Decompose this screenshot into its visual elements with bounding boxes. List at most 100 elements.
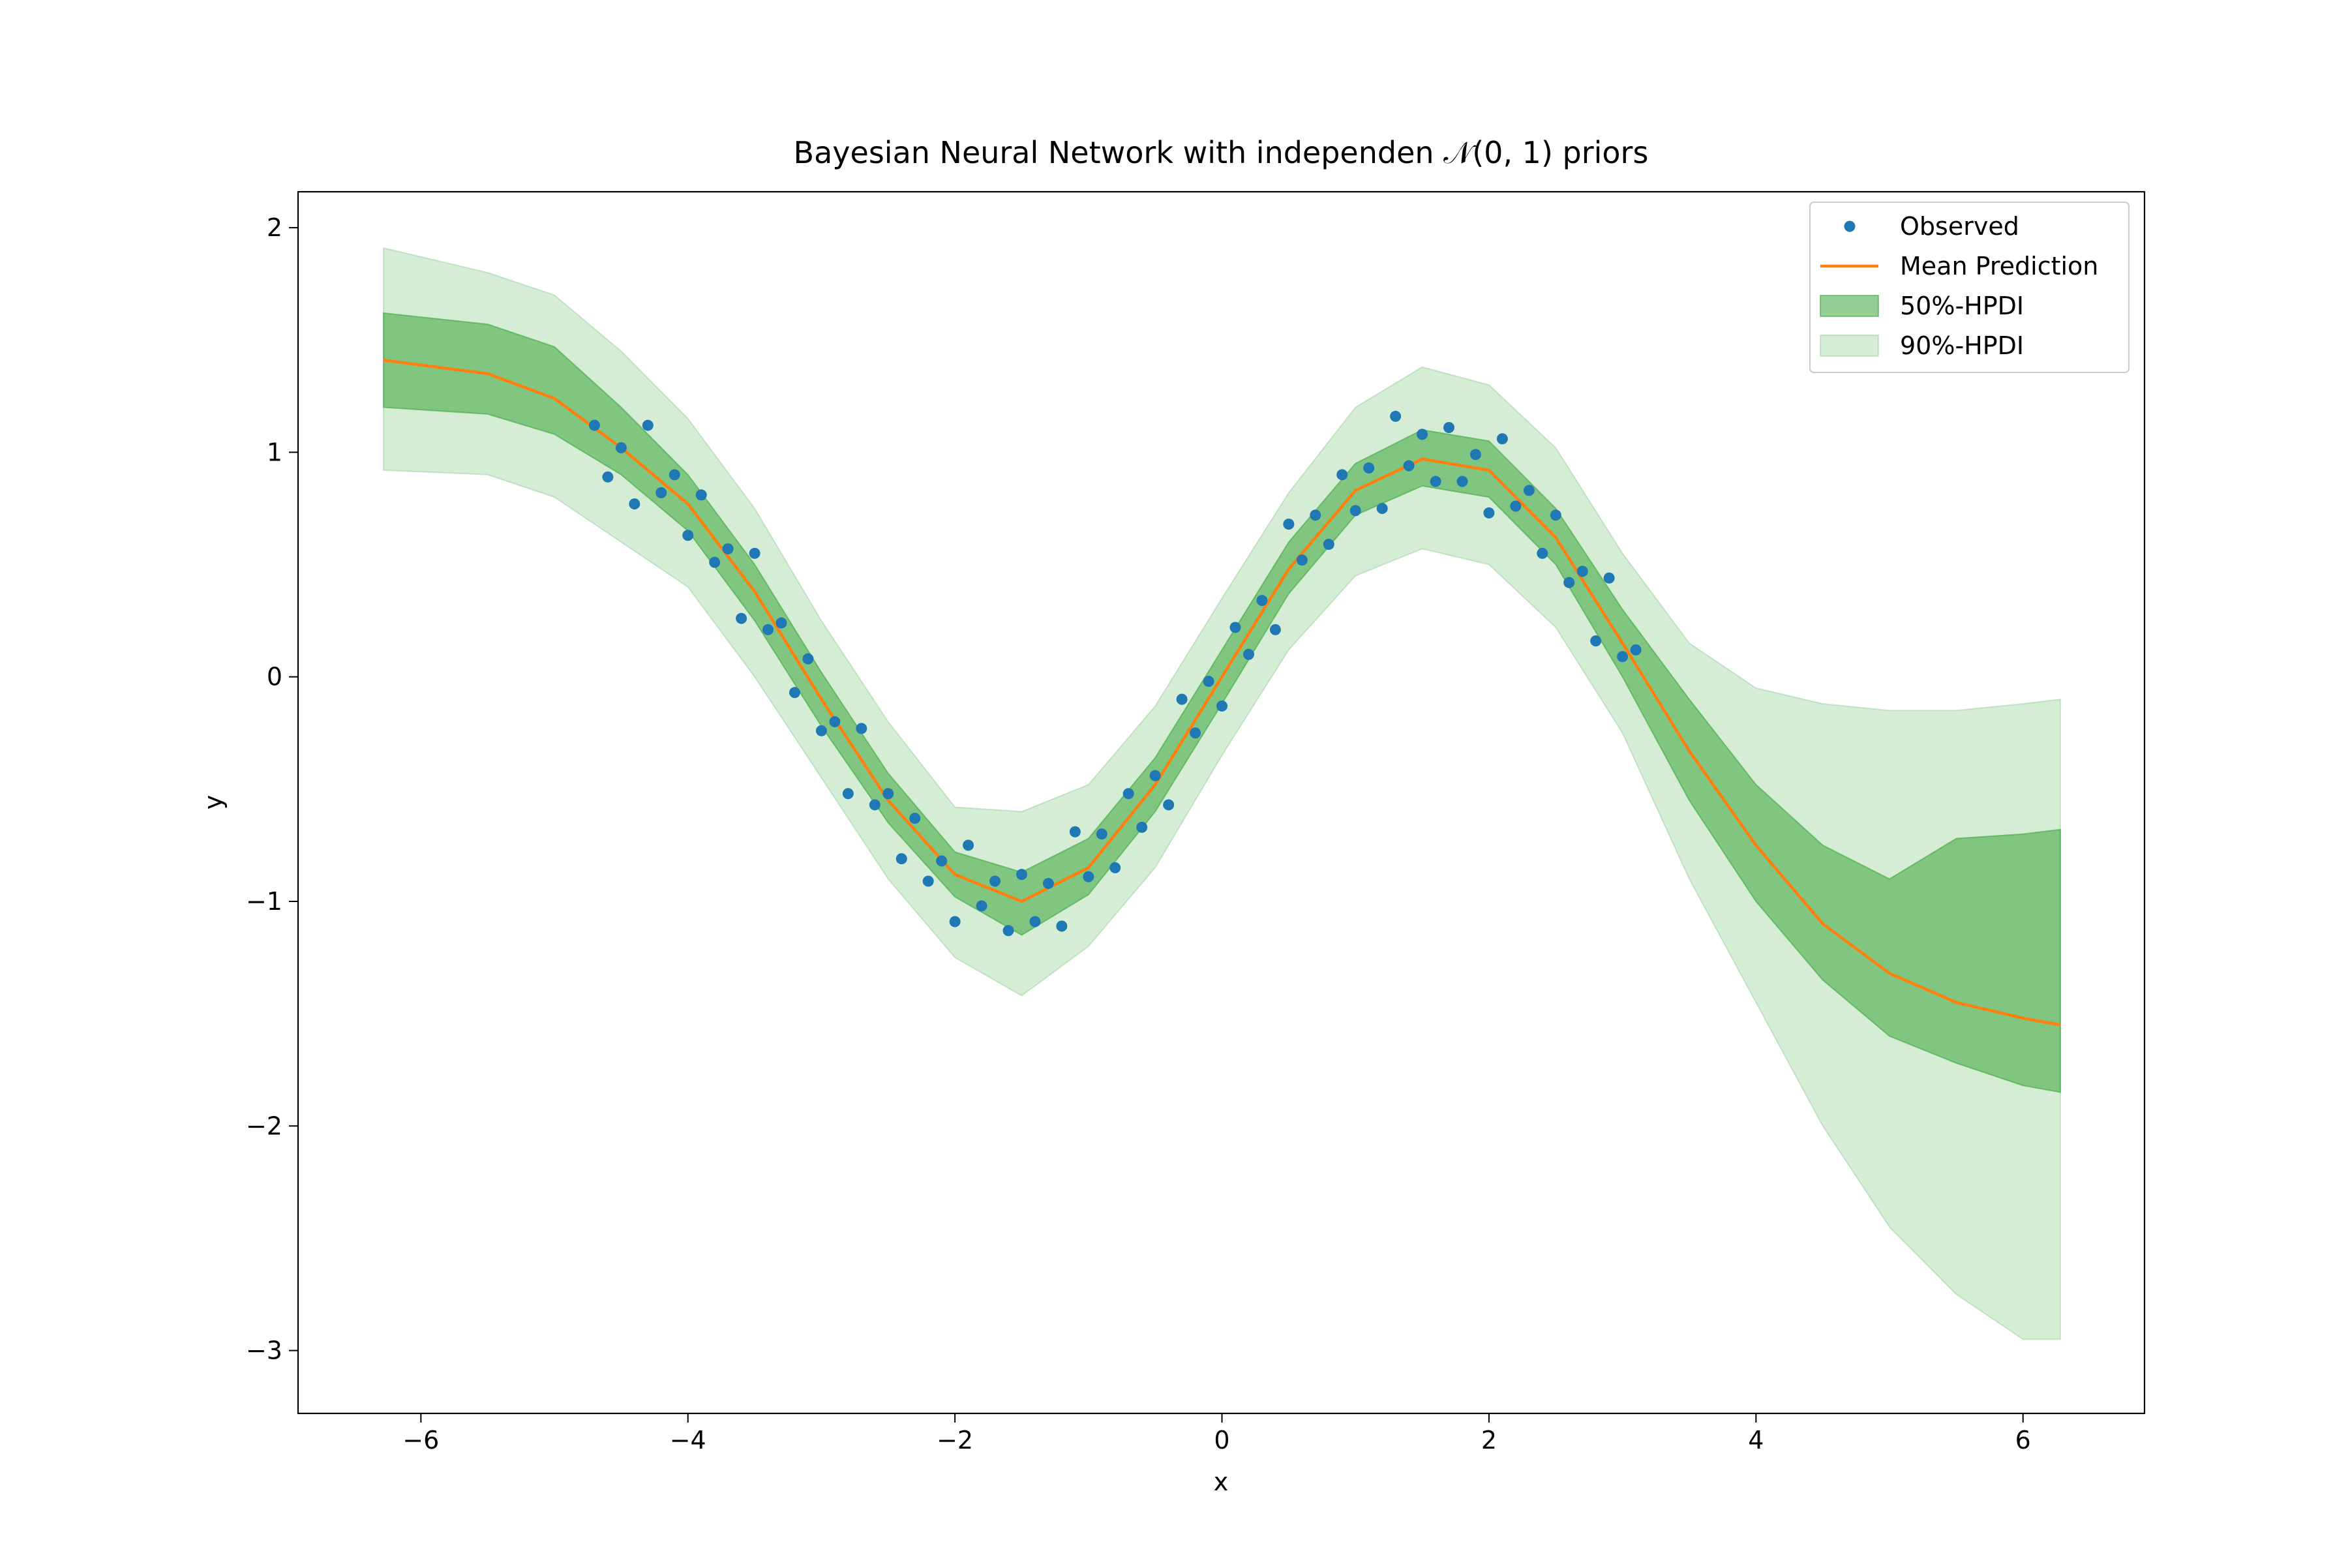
observed-point xyxy=(775,617,787,629)
observed-point xyxy=(976,900,987,912)
y-tick-label: −1 xyxy=(246,887,282,916)
observed-point xyxy=(1403,460,1415,472)
observed-point xyxy=(1203,676,1214,687)
observed-point xyxy=(963,839,974,851)
observed-point xyxy=(1417,429,1428,440)
observed-point xyxy=(789,687,800,699)
observed-point xyxy=(1256,595,1268,607)
observed-point xyxy=(749,547,760,559)
observed-point xyxy=(1483,507,1495,519)
legend-label: Observed xyxy=(1900,212,2019,241)
observed-point xyxy=(815,725,827,736)
observed-point xyxy=(882,788,894,800)
observed-point xyxy=(1163,799,1175,811)
observed-point xyxy=(869,799,880,811)
observed-point xyxy=(1390,410,1402,422)
observed-point xyxy=(1323,539,1334,550)
observed-point xyxy=(1229,622,1241,633)
observed-point xyxy=(1296,554,1308,566)
observed-point xyxy=(1550,509,1561,521)
x-tick-label: −2 xyxy=(937,1426,973,1455)
y-tick-label: −2 xyxy=(246,1111,282,1140)
observed-point xyxy=(642,419,654,431)
observed-point xyxy=(1510,500,1522,512)
points xyxy=(588,410,1642,937)
observed-point xyxy=(1042,877,1054,889)
observed-point xyxy=(842,788,854,800)
observed-point xyxy=(989,875,1001,887)
axes: −6 −4 −2 0 2 4 6 −3 −2 −1 0 1 2 xyxy=(246,190,2146,1455)
observed-point xyxy=(1190,727,1201,739)
lines xyxy=(383,358,2061,1027)
observed-point xyxy=(1310,509,1321,521)
observed-point xyxy=(1016,869,1027,881)
observed-point xyxy=(629,498,640,510)
observed-point xyxy=(669,469,680,481)
x-tick-label: 4 xyxy=(1748,1426,1764,1455)
observed-point xyxy=(802,653,814,665)
observed-point xyxy=(1376,502,1388,514)
observed-point xyxy=(1363,462,1375,474)
observed-point xyxy=(949,916,961,927)
observed-point xyxy=(1456,475,1468,487)
chart-title: Bayesian Neural Network with independen … xyxy=(794,135,1649,170)
x-tick-label: 6 xyxy=(2015,1426,2031,1455)
observed-point xyxy=(1136,821,1148,833)
y-tick-label: 1 xyxy=(267,438,282,466)
observed-point xyxy=(1109,862,1121,873)
y-tick-label: 2 xyxy=(267,213,282,242)
y-tick-label: 0 xyxy=(267,663,282,691)
observed-point xyxy=(1617,651,1629,663)
observed-point xyxy=(1349,505,1361,517)
observed-point xyxy=(1283,519,1295,530)
observed-point xyxy=(1443,422,1455,434)
legend-label: Mean Prediction xyxy=(1900,252,2098,280)
observed-point xyxy=(1216,700,1228,712)
observed-point xyxy=(722,543,734,554)
x-tick-label: −4 xyxy=(670,1426,706,1455)
legend: Observed Mean Prediction 50%-HPDI 90%-HPDI xyxy=(1809,202,2130,373)
observed-point xyxy=(602,471,614,483)
observed-point xyxy=(1083,871,1094,882)
legend-box xyxy=(1809,202,2130,373)
observed-point xyxy=(1096,828,1107,840)
x-axis-label: x xyxy=(1214,1468,1229,1496)
x-tick-label: 2 xyxy=(1481,1426,1497,1455)
observed-point xyxy=(1242,648,1254,660)
observed-point xyxy=(1603,572,1615,584)
mean-line xyxy=(383,358,2061,1027)
x-tick-label: 0 xyxy=(1214,1426,1229,1455)
observed-point xyxy=(829,716,841,728)
observed-point xyxy=(1523,485,1535,496)
observed-point xyxy=(1029,916,1041,927)
observed-point xyxy=(856,723,867,734)
legend-label: 90%-HPDI xyxy=(1900,331,2024,360)
observed-point xyxy=(1269,624,1281,635)
observed-point xyxy=(1630,644,1642,656)
observed-point xyxy=(1002,925,1014,937)
legend-marker xyxy=(1820,335,1879,357)
observed-point xyxy=(1590,635,1602,647)
observed-point xyxy=(1537,547,1548,559)
observed-point xyxy=(588,419,600,431)
observed-point xyxy=(922,875,934,887)
observed-point xyxy=(762,624,774,635)
observed-point xyxy=(1430,475,1441,487)
observed-point xyxy=(655,487,667,498)
observed-point xyxy=(1056,920,1068,932)
observed-point xyxy=(1176,693,1188,705)
observed-point xyxy=(736,612,747,624)
observed-point xyxy=(1336,469,1348,481)
x-tick-label: −6 xyxy=(402,1426,439,1455)
observed-point xyxy=(1576,565,1588,577)
observed-point xyxy=(909,813,921,824)
observed-point xyxy=(1069,826,1081,837)
observed-point xyxy=(1122,788,1134,800)
observed-point xyxy=(1563,577,1575,588)
observed-point xyxy=(936,855,948,867)
legend-label: 50%-HPDI xyxy=(1900,292,2024,320)
observed-point xyxy=(709,556,721,568)
observed-point xyxy=(1496,433,1508,445)
observed-point xyxy=(1469,449,1481,460)
